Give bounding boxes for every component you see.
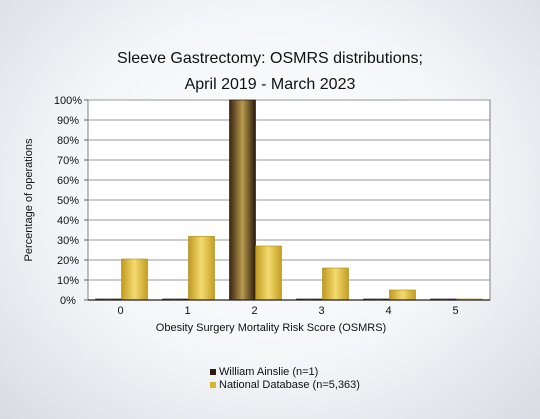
x-tick-label: 3 — [318, 305, 324, 317]
y-tick-label: 100% — [54, 95, 82, 107]
x-tick-label: 4 — [385, 305, 391, 317]
bar-national-4 — [389, 289, 416, 301]
legend-label-1: National Database (n=5,363) — [219, 379, 360, 391]
y-tick-label: 90% — [57, 115, 79, 127]
legend-swatch-1 — [210, 382, 216, 388]
y-tick-label: 20% — [57, 255, 79, 267]
chart-title: Sleeve Gastrectomy: OSMRS distributions; — [117, 50, 423, 67]
x-axis-label: Obesity Surgery Mortality Risk Score (OS… — [156, 322, 386, 334]
legend-swatch-0 — [210, 369, 216, 375]
y-tick-label: 50% — [57, 195, 79, 207]
y-tick-label: 40% — [57, 215, 79, 227]
y-axis-label: Percentage of operations — [23, 138, 35, 261]
chart-subtitle: April 2019 - March 2023 — [184, 76, 356, 93]
y-tick-label: 10% — [57, 275, 79, 287]
y-tick-label: 60% — [57, 175, 79, 187]
x-tick-label: 0 — [117, 305, 123, 317]
y-tick-label: 80% — [57, 135, 79, 147]
bar-national-3 — [322, 267, 349, 301]
y-tick-label: 0% — [60, 295, 76, 307]
x-tick-label: 5 — [452, 305, 458, 317]
legend-item-0: William Ainslie (n=1) — [210, 366, 318, 378]
bar-national-0 — [121, 258, 148, 301]
y-tick-label: 30% — [57, 235, 79, 247]
bar-william-2 — [229, 99, 256, 301]
legend-label-0: William Ainslie (n=1) — [219, 366, 319, 378]
x-tick-label: 2 — [251, 305, 257, 317]
y-tick-label: 70% — [57, 155, 79, 167]
legend-item-1: National Database (n=5,363) — [210, 379, 360, 391]
bar-national-1 — [188, 236, 215, 301]
bar-national-2 — [255, 245, 282, 301]
x-tick-label: 1 — [184, 305, 190, 317]
